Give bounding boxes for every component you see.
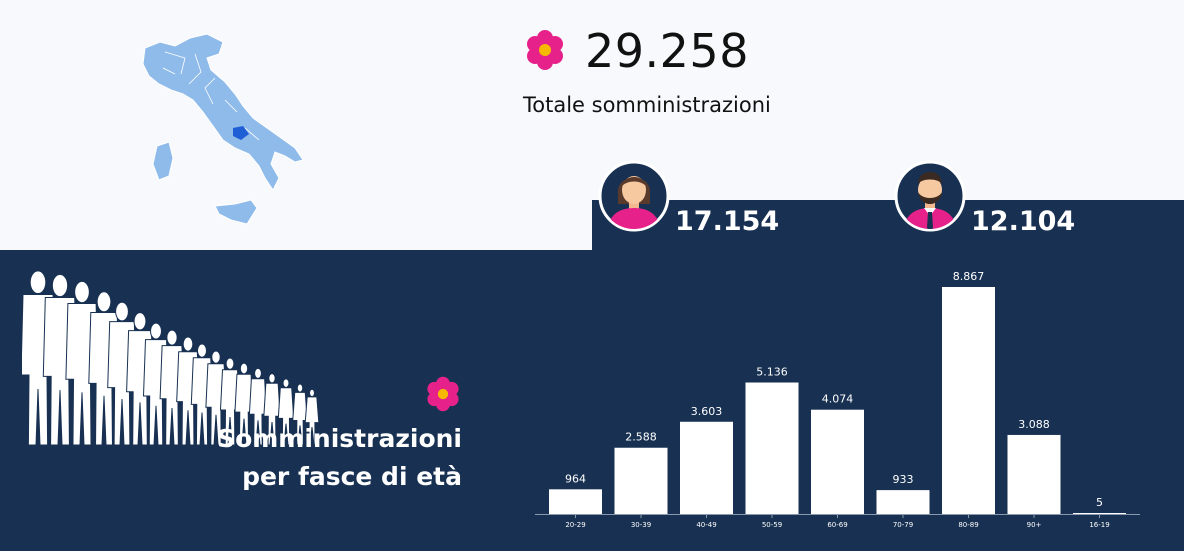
x-tick-label: 50-59 <box>762 521 782 529</box>
age-title-line1: Somministrazioni <box>217 424 462 453</box>
x-tick-label: 40-49 <box>696 521 716 529</box>
age-bar-chart: 964 20-29 2.588 30-39 3.603 40-49 5.136 50-59 4.… <box>535 270 1140 529</box>
woman-avatar-icon <box>598 160 670 232</box>
total-administrations-value: 29.258 <box>585 24 749 78</box>
bar-value-label: 3.088 <box>1018 418 1050 431</box>
bar-value-label: 933 <box>893 473 914 486</box>
crowd-silhouette-icon <box>22 270 320 446</box>
man-avatar-icon <box>894 160 966 232</box>
bar-value-label: 5 <box>1096 496 1103 509</box>
bar-value-label: 3.603 <box>691 405 723 418</box>
bar-40-49 <box>680 421 733 514</box>
gender-panel <box>592 200 1184 250</box>
bar-90+ <box>1007 434 1061 514</box>
x-tick-label: 20-29 <box>565 521 585 529</box>
bar-30-39 <box>614 447 668 514</box>
bar-value-label: 5.136 <box>756 366 788 379</box>
total-administrations-label: Totale somministrazioni <box>523 93 771 117</box>
bar-16-19 <box>1073 513 1126 514</box>
flower-icon <box>527 30 563 70</box>
x-tick-label: 60-69 <box>827 521 847 529</box>
bar-80-89 <box>942 287 995 514</box>
bar-value-label: 2.588 <box>625 431 657 444</box>
x-tick-label: 70-79 <box>893 521 913 529</box>
bar-value-label: 4.074 <box>822 393 854 406</box>
age-title-line2: per fasce di età <box>242 462 462 491</box>
bar-value-label: 8.867 <box>953 270 985 283</box>
flower-icon <box>427 376 459 412</box>
italy-map-icon <box>142 33 304 225</box>
x-tick-label: 80-89 <box>958 521 978 529</box>
bar-60-69 <box>811 409 864 514</box>
male-count: 12.104 <box>971 206 1076 237</box>
age-section-title: Somministrazioni per fasce di età <box>217 420 462 496</box>
bar-70-79 <box>876 490 930 514</box>
female-count: 17.154 <box>675 206 780 237</box>
x-tick-label: 16-19 <box>1089 521 1109 529</box>
bar-value-label: 964 <box>565 472 586 485</box>
x-tick-label: 90+ <box>1027 521 1042 529</box>
bar-50-59 <box>745 382 799 514</box>
bar-20-29 <box>549 489 602 514</box>
x-tick-label: 30-39 <box>631 521 651 529</box>
